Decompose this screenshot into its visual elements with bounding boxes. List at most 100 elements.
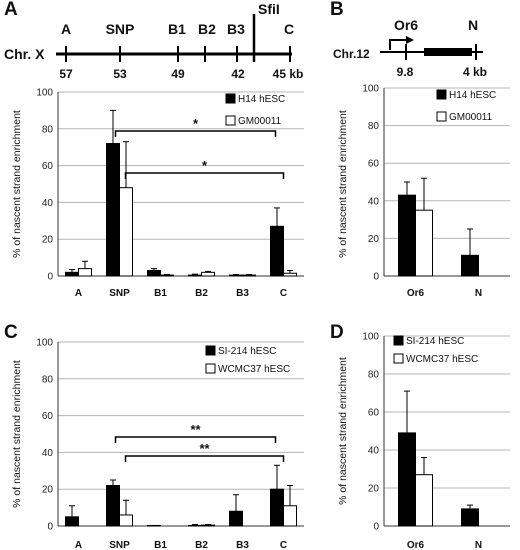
y-tick-label: 40 <box>368 446 380 457</box>
element-label-sfii: SfiI <box>258 1 280 17</box>
legend-swatch <box>436 111 447 122</box>
panel-letter-d: D <box>330 322 344 343</box>
arrowhead-icon <box>406 36 414 44</box>
significance-bracket <box>124 172 285 179</box>
y-tick-label: 100 <box>36 88 53 99</box>
category-label: C <box>280 540 287 550</box>
bar <box>201 271 215 277</box>
category-label: A <box>75 540 82 550</box>
category-label: N <box>475 540 482 550</box>
bar <box>229 510 243 527</box>
bar <box>270 225 284 277</box>
bar <box>398 194 416 277</box>
element-label-snp: SNP <box>106 21 135 37</box>
category-label: Or6 <box>407 288 425 299</box>
y-tick-label: 0 <box>373 522 379 533</box>
y-tick-label: 80 <box>42 374 54 385</box>
arrow-icon <box>389 39 406 50</box>
y-tick-label: 60 <box>368 159 380 170</box>
bar <box>283 505 297 527</box>
position-9-8: 9.8 <box>397 65 414 79</box>
y-tick-label: 0 <box>47 522 53 533</box>
significance-label: * <box>202 158 208 173</box>
y-tick-label: 100 <box>362 84 379 95</box>
chart-c: 0 20 40 60 80 100 % of nascent strand enrichme… <box>11 338 304 550</box>
position-53: 53 <box>113 67 127 81</box>
legend-swatch <box>436 89 447 100</box>
bar <box>119 187 133 277</box>
category-label: C <box>280 288 287 299</box>
element-label-or6: Or6 <box>394 17 418 33</box>
element-label-n: N <box>468 17 478 33</box>
significance-bracket <box>114 436 277 443</box>
y-tick-label: 80 <box>42 124 54 135</box>
y-axis-label: % of nascent strand enrichment <box>337 110 349 258</box>
y-tick-label: 80 <box>368 121 380 132</box>
bar <box>415 474 433 527</box>
element-label-c: C <box>284 21 294 37</box>
y-tick-label: 100 <box>36 338 53 349</box>
gene-block <box>424 48 472 56</box>
bar <box>119 514 133 527</box>
category-label: A <box>75 288 82 299</box>
bar <box>201 524 215 527</box>
category-label: Or6 <box>407 540 425 550</box>
bar <box>65 271 79 277</box>
y-tick-label: 20 <box>368 234 380 245</box>
chromosome-label-a: Chr. X <box>4 46 45 62</box>
legend-label: H14 hESC <box>238 94 285 105</box>
bar <box>270 488 284 527</box>
y-tick-label: 60 <box>368 408 380 419</box>
category-label: N <box>475 288 482 299</box>
y-tick-label: 40 <box>42 448 54 459</box>
legend-swatch <box>225 93 236 104</box>
y-tick-label: 100 <box>362 332 379 343</box>
legend-label: WCMC37 hESC <box>218 364 290 375</box>
bar <box>188 524 202 527</box>
element-label-b2: B2 <box>198 21 216 37</box>
y-axis-label: % of nascent strand enrichment <box>11 110 23 258</box>
position-4kb: 4 kb <box>463 65 487 79</box>
chart-b: 0 20 40 60 80 100 % of nascent strand enrichme… <box>337 84 510 299</box>
legend-label: H14 hESC <box>449 90 496 101</box>
y-tick-label: 0 <box>373 272 379 283</box>
y-tick-label: 20 <box>42 485 54 496</box>
legend-swatch <box>205 363 216 374</box>
legend-label: GM00011 <box>449 112 493 123</box>
bar <box>415 209 433 277</box>
panel-letter-c: C <box>4 322 18 343</box>
legend-label: GM00011 <box>238 116 282 127</box>
y-tick-label: 20 <box>42 235 54 246</box>
category-label: B2 <box>195 540 208 550</box>
category-label: B1 <box>154 288 167 299</box>
significance-bracket <box>114 130 277 137</box>
legend-label: WCMC37 hESC <box>406 354 478 365</box>
y-tick-label: 60 <box>42 161 54 172</box>
category-label: B3 <box>236 540 249 550</box>
element-label-b1: B1 <box>168 21 186 37</box>
significance-label: * <box>193 116 199 131</box>
y-axis-label: % of nascent strand enrichment <box>11 360 23 508</box>
map-b: B Chr.12 Or6 N 9.8 4 kb <box>330 0 487 79</box>
element-label-b3: B3 <box>227 21 245 37</box>
significance-label: ** <box>190 422 201 437</box>
legend-label: SI-214 hESC <box>406 336 464 347</box>
category-label: B3 <box>236 288 249 299</box>
panel-letter-b: B <box>330 0 344 20</box>
bar <box>283 272 297 277</box>
position-42: 42 <box>231 67 245 81</box>
element-label-a: A <box>61 21 71 37</box>
y-tick-label: 60 <box>42 411 54 422</box>
bar <box>461 254 479 277</box>
bar <box>461 508 479 527</box>
y-tick-label: 0 <box>47 272 53 283</box>
significance-label: ** <box>199 441 210 456</box>
y-axis-label: % of nascent strand enrichment <box>337 357 349 505</box>
y-tick-label: 20 <box>368 484 380 495</box>
position-49: 49 <box>171 67 185 81</box>
category-label: B1 <box>154 540 167 550</box>
chart-a: 0 20 40 60 80 100 % of nascent strand enrichme… <box>11 88 304 299</box>
y-tick-label: 40 <box>42 198 54 209</box>
bar <box>78 268 92 277</box>
